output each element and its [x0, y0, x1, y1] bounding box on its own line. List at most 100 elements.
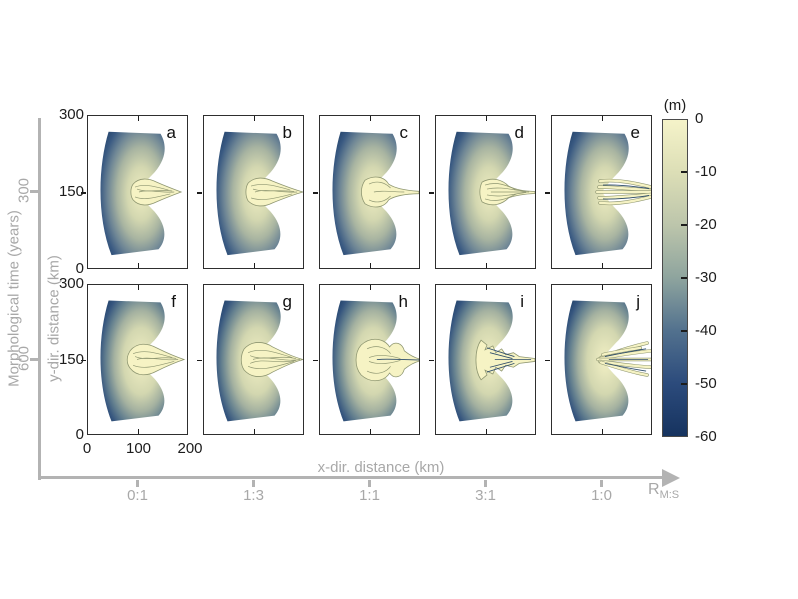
- bathymetry-map-b: [216, 131, 303, 256]
- bathymetry-map-c: [332, 131, 419, 256]
- y-tick-label: 0: [75, 260, 84, 277]
- bathymetry-map-e: [564, 131, 651, 256]
- ratio-axis-label-base: R: [648, 481, 660, 498]
- panel-tick: [545, 359, 550, 361]
- panel-tick: [369, 429, 371, 434]
- panel-letter: i: [520, 292, 524, 311]
- panel-tick: [253, 263, 255, 268]
- ratio-tick: [484, 480, 487, 487]
- colorbar-tick-label: -60: [695, 428, 717, 445]
- bathymetry-map-a: [100, 131, 183, 256]
- time-axis-label: Morphological time (years): [5, 210, 23, 387]
- time-axis-tick-600: [30, 358, 38, 361]
- panel-tick: [369, 116, 371, 121]
- colorbar-tick-label: -30: [695, 269, 717, 286]
- ratio-axis-label-sub: M:S: [659, 489, 680, 502]
- x-tick-label: 0: [82, 440, 92, 457]
- x-tick-label: 200: [177, 440, 203, 457]
- colorbar-tick: [681, 171, 687, 173]
- time-axis-line: [38, 118, 41, 480]
- ratio-axis-arrowhead: [662, 469, 680, 487]
- colorbar-tick-label: -50: [695, 375, 717, 392]
- panel-tick: [313, 192, 318, 194]
- panel-tick: [429, 192, 434, 194]
- ratio-tick-label: 3:1: [475, 487, 496, 504]
- panel-tick: [137, 263, 139, 268]
- panel-tick: [545, 192, 550, 194]
- panel-letter: j: [636, 292, 640, 311]
- panel-letter: g: [282, 292, 292, 311]
- panel-tick: [197, 192, 202, 194]
- panel-tick: [485, 285, 487, 290]
- bathymetry-map-h: [332, 300, 419, 422]
- panel-tick: [253, 116, 255, 121]
- colorbar-tick: [681, 277, 687, 279]
- panel-tick: [137, 116, 139, 121]
- panel-tick: [253, 285, 255, 290]
- ratio-tick-label: 1:0: [591, 487, 612, 504]
- plot-panel-d: d: [429, 115, 536, 269]
- panel-tick: [485, 263, 487, 268]
- panel-tick: [137, 285, 139, 290]
- colorbar-tick: [681, 330, 687, 332]
- panel-letter: c: [399, 123, 409, 142]
- colorbar-title: (m): [663, 97, 687, 114]
- colorbar-tick-label: 0: [695, 110, 704, 127]
- panel-tick: [485, 116, 487, 121]
- panel-tick: [601, 285, 603, 290]
- panel-tick: [485, 429, 487, 434]
- plot-panel-i: i: [429, 284, 536, 435]
- plot-panel-a: a: [81, 115, 188, 269]
- plot-panel-e: e: [545, 115, 652, 269]
- ratio-tick: [600, 480, 603, 487]
- panel-letter: e: [630, 123, 640, 142]
- y-tick-label: 150: [58, 183, 84, 200]
- panel-letter: d: [514, 123, 524, 142]
- colorbar-tick: [681, 224, 687, 226]
- panel-tick: [369, 263, 371, 268]
- plot-panel-j: j: [545, 284, 652, 435]
- ratio-tick: [136, 480, 139, 487]
- ratio-axis-label: RM:S: [648, 481, 679, 501]
- bathymetry-map-f: [100, 300, 186, 422]
- bathymetry-map-j: [564, 300, 651, 422]
- colorbar-tick-label: -20: [695, 216, 717, 233]
- panel-tick: [81, 192, 86, 194]
- plot-panel-b: b: [197, 115, 304, 269]
- ratio-tick-label: 1:1: [359, 487, 380, 504]
- panel-tick: [137, 429, 139, 434]
- panel-letter: a: [166, 123, 176, 142]
- colorbar-tick-label: -10: [695, 163, 717, 180]
- time-axis-tick-300: [30, 190, 38, 193]
- plot-panel-f: f: [81, 284, 188, 435]
- panel-tick: [369, 285, 371, 290]
- bathymetry-map-i: [448, 300, 535, 422]
- y-tick-label: 300: [58, 275, 84, 292]
- bathymetry-map-d: [448, 131, 535, 256]
- y-axis-label: y-dir. distance (km): [45, 255, 63, 382]
- ratio-tick: [368, 480, 371, 487]
- ratio-tick: [252, 480, 255, 487]
- colorbar-tick: [681, 383, 687, 385]
- panel-tick: [429, 359, 434, 361]
- panel-tick: [601, 429, 603, 434]
- bathymetry-map-g: [216, 300, 303, 422]
- panel-letter: f: [171, 292, 176, 311]
- panel-tick: [81, 359, 86, 361]
- plot-panel-g: g: [197, 284, 304, 435]
- panel-tick: [253, 429, 255, 434]
- ratio-axis-line: [38, 476, 664, 479]
- y-tick-label: 150: [58, 350, 84, 368]
- panel-tick: [601, 263, 603, 268]
- panel-tick: [313, 359, 318, 361]
- panel-letter: b: [282, 123, 292, 142]
- panel-letter: h: [398, 292, 408, 311]
- ratio-tick-label: 1:3: [243, 487, 264, 504]
- plot-panel-c: c: [313, 115, 420, 269]
- ratio-tick-label: 0:1: [127, 487, 148, 504]
- panel-tick: [197, 359, 202, 361]
- y-tick-label: 0: [75, 426, 84, 443]
- x-axis-label: x-dir. distance (km): [317, 459, 445, 476]
- plot-panel-h: h: [313, 284, 420, 435]
